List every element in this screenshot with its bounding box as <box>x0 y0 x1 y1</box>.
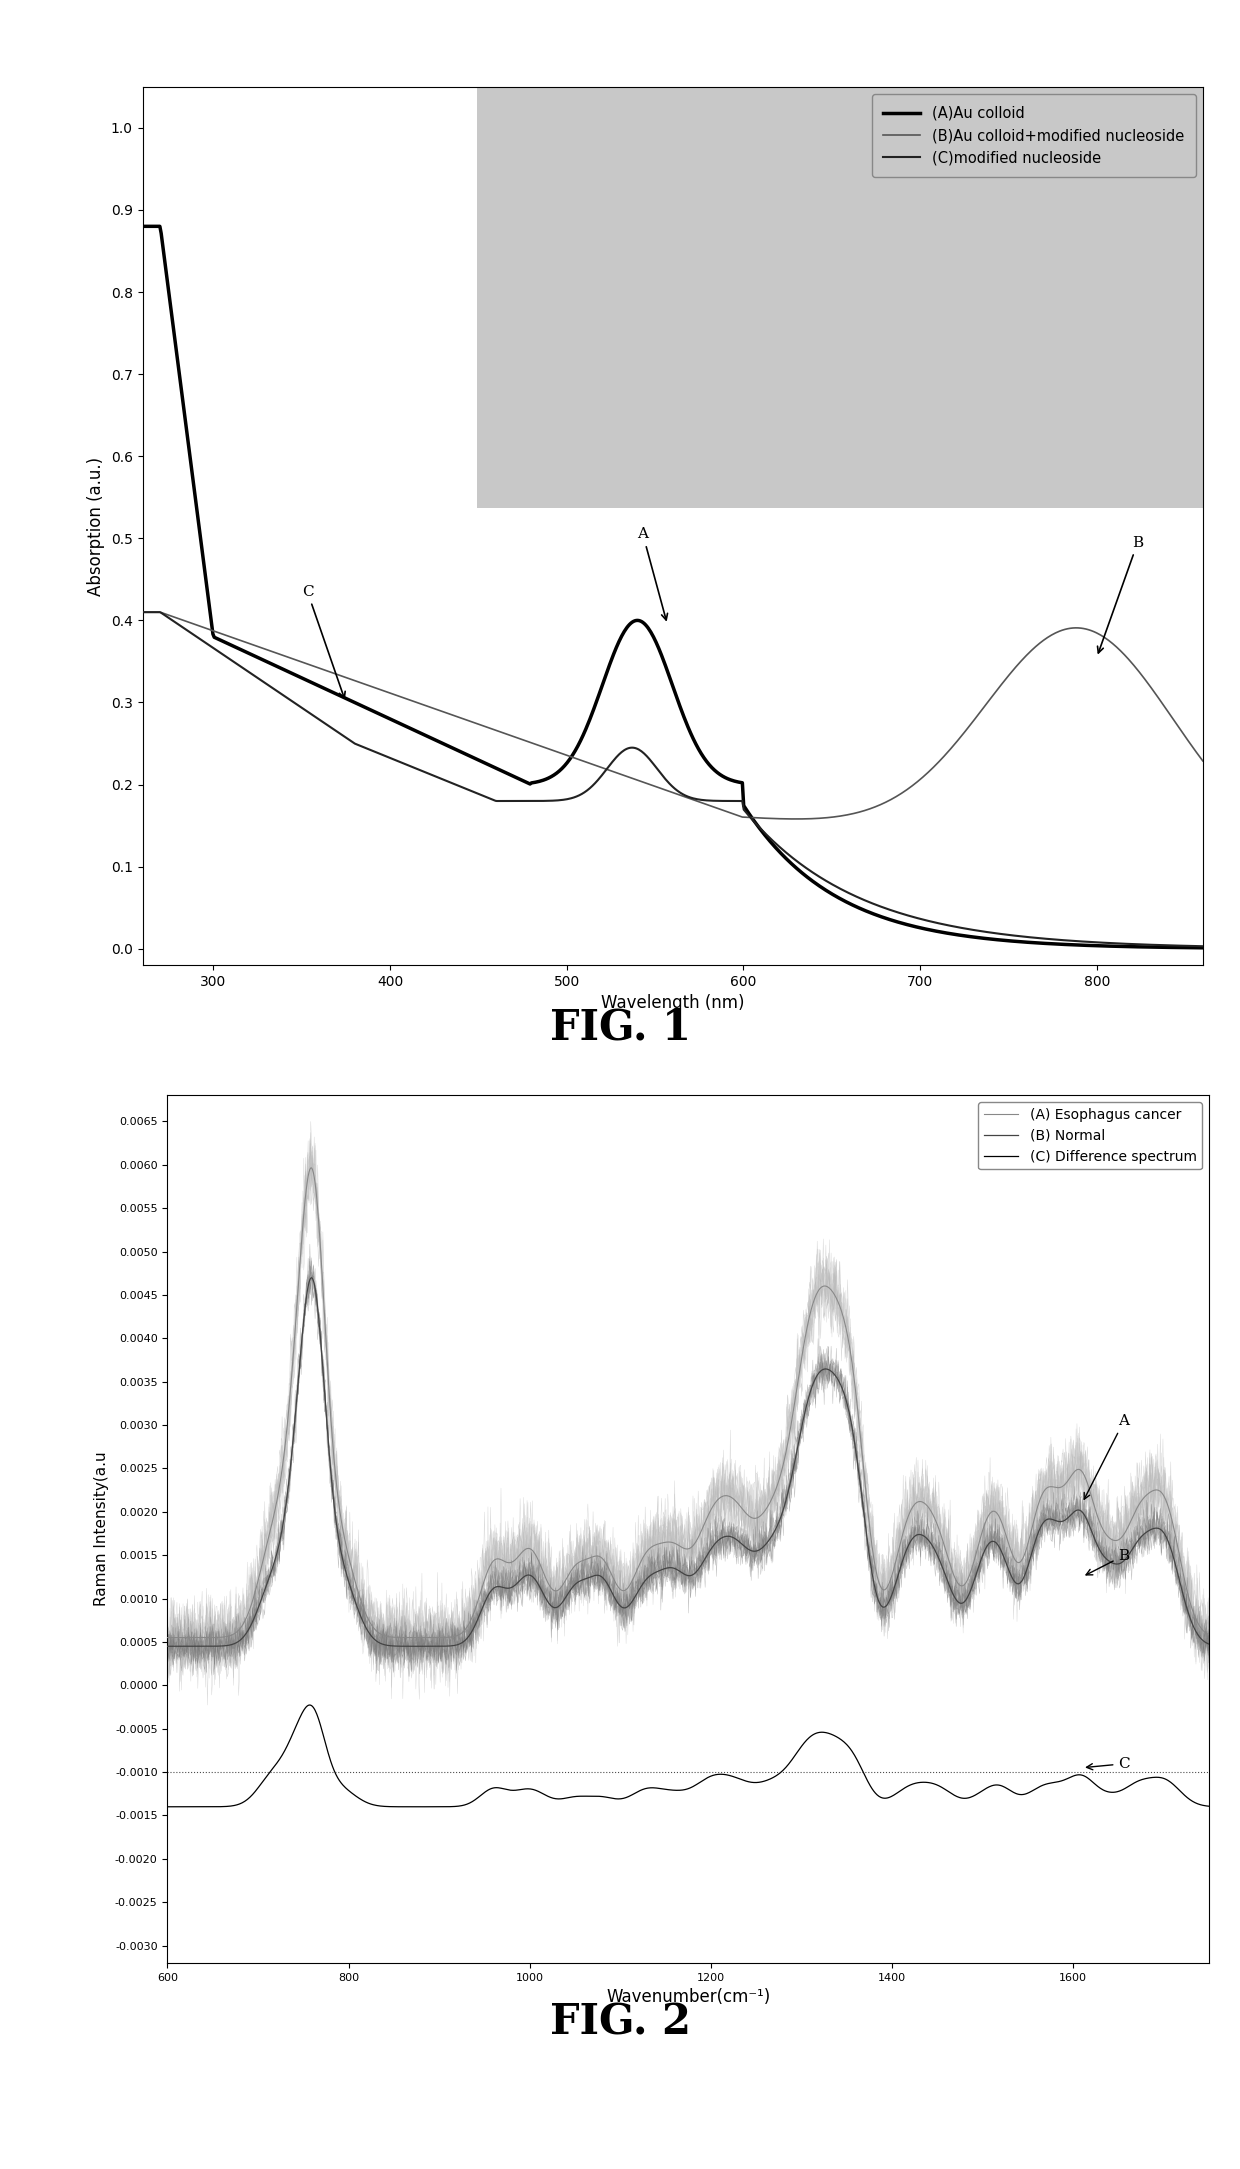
(C) Difference spectrum <box>512 1776 527 1802</box>
(B)Au colloid+modified nucleoside <box>1049 620 1064 646</box>
Text: FIG. 2: FIG. 2 <box>549 2002 691 2043</box>
(B)Au colloid+modified nucleoside <box>200 616 215 642</box>
(C)modified nucleoside <box>811 863 826 889</box>
(A) Esophagus cancer <box>304 1154 319 1180</box>
(B) Normal <box>730 1527 745 1553</box>
Text: B: B <box>1086 1549 1130 1575</box>
Y-axis label: Raman Intensity(a.u: Raman Intensity(a.u <box>94 1451 109 1607</box>
Bar <box>476 87 1203 508</box>
Legend: (A)Au colloid, (B)Au colloid+modified nucleoside, (C)modified nucleoside: (A)Au colloid, (B)Au colloid+modified nu… <box>872 93 1195 178</box>
(B) Normal <box>512 1568 527 1594</box>
(B)Au colloid+modified nucleoside <box>941 740 956 766</box>
(C) Difference spectrum <box>613 1785 627 1811</box>
(B)Au colloid+modified nucleoside <box>787 807 802 833</box>
Line: (B)Au colloid+modified nucleoside: (B)Au colloid+modified nucleoside <box>143 612 1203 820</box>
Line: (A)Au colloid: (A)Au colloid <box>143 226 1203 948</box>
X-axis label: Wavelength (nm): Wavelength (nm) <box>601 993 744 1013</box>
(C)modified nucleoside <box>135 599 150 625</box>
(A)Au colloid <box>200 579 215 605</box>
(A)Au colloid <box>135 213 150 239</box>
(A) Esophagus cancer <box>1202 1622 1216 1648</box>
(A) Esophagus cancer <box>298 1182 312 1208</box>
(B) Normal <box>1202 1631 1216 1657</box>
(A)Au colloid <box>811 872 826 898</box>
(C)modified nucleoside <box>751 813 766 839</box>
(C)modified nucleoside <box>779 839 794 865</box>
X-axis label: Wavenumber(cm⁻¹): Wavenumber(cm⁻¹) <box>606 1989 770 2006</box>
(B)Au colloid+modified nucleoside <box>779 807 794 833</box>
(C) Difference spectrum <box>708 1761 723 1787</box>
(A) Esophagus cancer <box>160 1625 175 1651</box>
(C)modified nucleoside <box>1048 926 1063 952</box>
(B) Normal <box>336 1551 351 1577</box>
Legend: (A) Esophagus cancer, (B) Normal, (C) Difference spectrum: (A) Esophagus cancer, (B) Normal, (C) Di… <box>978 1102 1202 1169</box>
(B) Normal <box>160 1633 175 1659</box>
Line: (C)modified nucleoside: (C)modified nucleoside <box>143 612 1203 946</box>
(C)modified nucleoside <box>1195 933 1210 959</box>
Text: FIG. 1: FIG. 1 <box>549 1006 691 1048</box>
(B)Au colloid+modified nucleoside <box>751 805 766 831</box>
Text: A: A <box>637 527 667 620</box>
(B) Normal <box>304 1265 319 1291</box>
(C) Difference spectrum <box>303 1692 317 1718</box>
(C) Difference spectrum <box>336 1772 351 1798</box>
(C) Difference spectrum <box>298 1694 312 1720</box>
(C)modified nucleoside <box>939 911 954 937</box>
(C) Difference spectrum <box>1202 1794 1216 1820</box>
(A) Esophagus cancer <box>708 1490 723 1516</box>
Text: C: C <box>1086 1757 1130 1770</box>
(B)Au colloid+modified nucleoside <box>135 599 150 625</box>
(A) Esophagus cancer <box>613 1577 627 1603</box>
Line: (A) Esophagus cancer: (A) Esophagus cancer <box>167 1167 1209 1638</box>
(A)Au colloid <box>1195 935 1210 961</box>
Line: (C) Difference spectrum: (C) Difference spectrum <box>167 1705 1209 1807</box>
(B) Normal <box>298 1291 312 1317</box>
(B)Au colloid+modified nucleoside <box>812 805 827 831</box>
Text: A: A <box>1084 1414 1130 1499</box>
Text: B: B <box>1097 536 1143 653</box>
(A) Esophagus cancer <box>730 1490 745 1516</box>
(B)Au colloid+modified nucleoside <box>1195 748 1210 774</box>
(A) Esophagus cancer <box>512 1542 527 1568</box>
(A)Au colloid <box>1048 931 1063 957</box>
(A)Au colloid <box>751 813 766 839</box>
(A)Au colloid <box>939 920 954 946</box>
(C) Difference spectrum <box>160 1794 175 1820</box>
Y-axis label: Absorption (a.u.): Absorption (a.u.) <box>87 455 105 596</box>
(B) Normal <box>613 1592 627 1618</box>
(A) Esophagus cancer <box>336 1520 351 1546</box>
Text: C: C <box>301 586 345 698</box>
(A)Au colloid <box>779 846 794 872</box>
(C)modified nucleoside <box>200 631 215 657</box>
(C) Difference spectrum <box>730 1766 745 1792</box>
Line: (B) Normal: (B) Normal <box>167 1278 1209 1646</box>
(B) Normal <box>708 1529 723 1555</box>
